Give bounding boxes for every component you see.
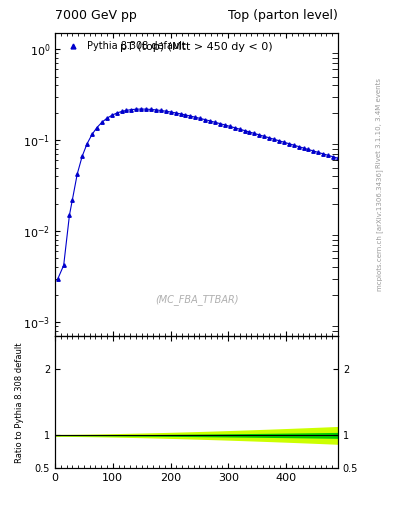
Text: mcplots.cern.ch [arXiv:1306.3436]: mcplots.cern.ch [arXiv:1306.3436] xyxy=(376,169,383,291)
Pythia 8.308 default xyxy=(124,108,129,114)
Pythia 8.308 default xyxy=(119,109,124,115)
Text: 7000 GeV pp: 7000 GeV pp xyxy=(55,9,137,22)
Pythia 8.308 default xyxy=(247,129,252,135)
Y-axis label: Ratio to Pythia 8.308 default: Ratio to Pythia 8.308 default xyxy=(15,342,24,462)
Text: Rivet 3.1.10, 3.4M events: Rivet 3.1.10, 3.4M events xyxy=(376,78,382,168)
Text: (MC_FBA_TTBAR): (MC_FBA_TTBAR) xyxy=(155,294,238,305)
Legend: Pythia 8.308 default: Pythia 8.308 default xyxy=(60,38,189,54)
Pythia 8.308 default xyxy=(336,155,340,161)
Pythia 8.308 default xyxy=(139,106,143,112)
Line: Pythia 8.308 default: Pythia 8.308 default xyxy=(56,108,340,281)
Text: pT (top) (Mtt > 450 dy < 0): pT (top) (Mtt > 450 dy < 0) xyxy=(120,42,273,52)
Pythia 8.308 default xyxy=(267,135,272,141)
Pythia 8.308 default xyxy=(326,152,331,158)
Text: Top (parton level): Top (parton level) xyxy=(228,9,338,22)
Pythia 8.308 default xyxy=(296,143,301,150)
Pythia 8.308 default xyxy=(55,275,60,282)
